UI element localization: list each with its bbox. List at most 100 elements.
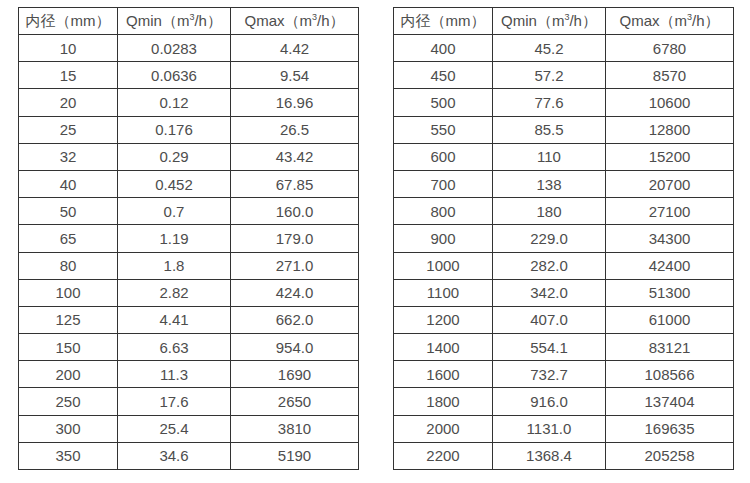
table-row: 651.19179.0 [19,225,359,252]
table-cell: 0.0636 [118,62,231,89]
table-cell: 4.42 [231,35,359,62]
table-cell: 424.0 [231,279,359,306]
table-cell: 65 [19,225,118,252]
table-cell: 26.5 [231,116,359,143]
table-cell: 1000 [394,252,493,279]
table-cell: 43.42 [231,143,359,170]
table-cell: 10 [19,35,118,62]
header-inner-diameter: 内径（mm） [394,8,493,35]
table-cell: 0.0283 [118,35,231,62]
table-row: 1000282.042400 [394,252,734,279]
table-cell: 1600 [394,361,493,388]
table-row: 1400554.183121 [394,334,734,361]
table-cell: 1690 [231,361,359,388]
table-cell: 550 [394,116,493,143]
table-cell: 110 [493,143,606,170]
header-label: Qmin（m [126,12,189,29]
table-cell: 77.6 [493,89,606,116]
table-cell: 137404 [606,388,734,415]
table-cell: 0.176 [118,116,231,143]
table-row: 55085.512800 [394,116,734,143]
table-cell: 916.0 [493,388,606,415]
table-cell: 125 [19,306,118,333]
table-row: 250.17626.5 [19,116,359,143]
table-cell: 6780 [606,35,734,62]
table-cell: 34.6 [118,442,231,469]
table-cell: 0.29 [118,143,231,170]
table-cell: 2.82 [118,279,231,306]
table-cell: 15200 [606,143,734,170]
table-cell: 45.2 [493,35,606,62]
table-header: 内径（mm） Qmin（m3/h） Qmax（m3/h） [394,8,734,35]
table-cell: 51300 [606,279,734,306]
header-label: 内径（mm） [26,12,111,29]
flow-tables-container: 内径（mm） Qmin（m3/h） Qmax（m3/h） 100.02834.4… [18,7,734,470]
table-cell: 15 [19,62,118,89]
table-cell: 500 [394,89,493,116]
table-cell: 1100 [394,279,493,306]
table-row: 80018027100 [394,198,734,225]
table-cell: 4.41 [118,306,231,333]
table-cell: 2200 [394,442,493,469]
table-cell: 200 [19,361,118,388]
table-row: 20001131.0169635 [394,415,734,442]
table-cell: 100 [19,279,118,306]
table-cell: 5190 [231,442,359,469]
table-cell: 1400 [394,334,493,361]
header-qmax: Qmax（m3/h） [606,8,734,35]
table-cell: 25 [19,116,118,143]
table-cell: 400 [394,35,493,62]
table-cell: 300 [19,415,118,442]
table-row: 50077.610600 [394,89,734,116]
table-row: 1200407.061000 [394,306,734,333]
header-qmin: Qmin（m3/h） [118,8,231,35]
page: 内径（mm） Qmin（m3/h） Qmax（m3/h） 100.02834.4… [0,0,750,483]
header-row: 内径（mm） Qmin（m3/h） Qmax（m3/h） [394,8,734,35]
table-cell: 11.3 [118,361,231,388]
table-header: 内径（mm） Qmin（m3/h） Qmax（m3/h） [19,8,359,35]
table-cell: 600 [394,143,493,170]
table-row: 22001368.4205258 [394,442,734,469]
table-row: 40045.26780 [394,35,734,62]
table-cell: 61000 [606,306,734,333]
table-cell: 229.0 [493,225,606,252]
table-cell: 12800 [606,116,734,143]
table-cell: 0.7 [118,198,231,225]
header-row: 内径（mm） Qmin（m3/h） Qmax（m3/h） [19,8,359,35]
header-label: 内径（mm） [401,12,486,29]
table-cell: 0.452 [118,170,231,197]
header-inner-diameter: 内径（mm） [19,8,118,35]
table-cell: 954.0 [231,334,359,361]
table-row: 150.06369.54 [19,62,359,89]
header-label: /h） [692,12,720,29]
table-cell: 150 [19,334,118,361]
header-label: /h） [317,12,345,29]
table-cell: 179.0 [231,225,359,252]
table-cell: 50 [19,198,118,225]
table-cell: 57.2 [493,62,606,89]
table-cell: 1368.4 [493,442,606,469]
header-label: /h） [569,12,597,29]
table-cell: 16.96 [231,89,359,116]
table-cell: 662.0 [231,306,359,333]
table-cell: 1131.0 [493,415,606,442]
table-row: 100.02834.42 [19,35,359,62]
table-cell: 3810 [231,415,359,442]
table-row: 1002.82424.0 [19,279,359,306]
table-cell: 250 [19,388,118,415]
header-qmax: Qmax（m3/h） [231,8,359,35]
table-row: 35034.65190 [19,442,359,469]
table-row: 70013820700 [394,170,734,197]
table-cell: 450 [394,62,493,89]
table-cell: 20 [19,89,118,116]
flow-table-small-diameters: 内径（mm） Qmin（m3/h） Qmax（m3/h） 100.02834.4… [18,7,359,470]
table-row: 60011015200 [394,143,734,170]
table-cell: 700 [394,170,493,197]
table-row: 801.8271.0 [19,252,359,279]
table-cell: 2000 [394,415,493,442]
table-cell: 34300 [606,225,734,252]
table-cell: 800 [394,198,493,225]
table-cell: 342.0 [493,279,606,306]
table-cell: 180 [493,198,606,225]
header-label: Qmax（m [244,12,312,29]
